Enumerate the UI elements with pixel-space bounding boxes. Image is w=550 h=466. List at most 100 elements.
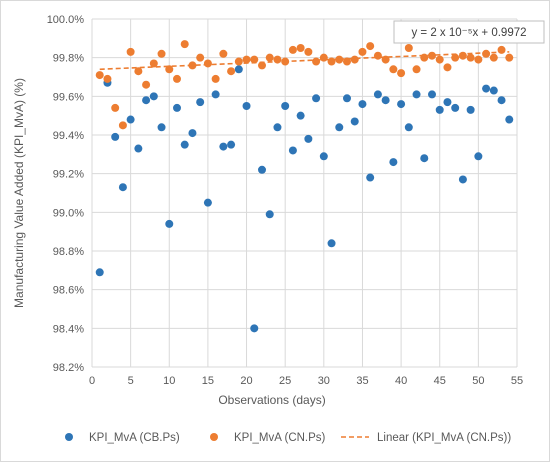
data-point-cn xyxy=(134,67,143,76)
data-point-cn xyxy=(458,51,467,60)
legend-item-cb: KPI_MvA (CB.Ps) xyxy=(65,432,180,444)
y-axis-ticks: 98.2% 98.4% 98.6% 98.8% 99.0% 99.2% 99.4% 99.6%… xyxy=(47,14,85,374)
legend-label-cb: KPI_MvA (CB.Ps) xyxy=(89,432,180,444)
data-point-cn xyxy=(95,71,104,80)
data-point-cb xyxy=(366,173,375,182)
data-point-cn xyxy=(397,69,406,78)
gridlines xyxy=(91,18,518,368)
data-point-cb xyxy=(381,96,390,105)
x-tick-label: 50 xyxy=(472,375,484,387)
data-point-cn xyxy=(312,57,321,66)
data-point-cn xyxy=(474,55,483,64)
data-point-cb xyxy=(157,123,166,132)
data-point-cb xyxy=(296,111,305,120)
data-point-cn xyxy=(118,121,127,130)
data-point-cn xyxy=(482,49,491,58)
data-point-cb xyxy=(458,175,467,184)
data-point-cb xyxy=(373,90,382,99)
data-point-cn xyxy=(319,53,328,62)
data-point-cn xyxy=(327,57,336,66)
legend-label-linear: Linear (KPI_MvA (CN.Ps)) xyxy=(377,432,511,444)
data-point-cn xyxy=(250,55,259,64)
data-point-cn xyxy=(273,55,282,64)
data-point-cn xyxy=(173,74,181,83)
data-point-cn xyxy=(281,57,290,66)
data-point-cb xyxy=(420,154,429,163)
y-tick-label: 99.4% xyxy=(53,130,84,142)
y-tick-label: 99.2% xyxy=(53,169,84,181)
x-tick-label: 45 xyxy=(434,375,446,387)
data-point-cn xyxy=(219,49,228,58)
data-point-cb xyxy=(250,324,259,333)
data-point-cb xyxy=(265,210,274,219)
data-point-cn xyxy=(343,57,351,66)
x-tick-label: 30 xyxy=(318,375,330,387)
data-point-cb xyxy=(188,129,197,138)
y-tick-label: 100.0% xyxy=(47,14,85,26)
x-tick-label: 25 xyxy=(279,375,291,387)
x-axis-title: Observations (days) xyxy=(218,393,325,407)
data-point-cb xyxy=(443,98,452,107)
y-tick-label: 98.6% xyxy=(53,285,84,297)
data-point-cn xyxy=(435,55,444,64)
data-point-cn xyxy=(111,103,120,112)
legend-item-linear: Linear (KPI_MvA (CN.Ps)) xyxy=(341,432,511,444)
data-point-cn xyxy=(203,59,212,68)
data-point-cb xyxy=(397,100,406,109)
data-point-cb xyxy=(242,102,251,110)
legend-marker-cn xyxy=(210,433,218,441)
data-point-cb xyxy=(474,152,483,161)
x-axis-ticks: 0 5 10 15 20 25 30 35 40 45 50 55 xyxy=(89,375,523,387)
data-point-cb xyxy=(435,105,444,114)
data-point-cn xyxy=(358,47,367,56)
data-point-cb xyxy=(404,123,413,132)
data-point-cb xyxy=(505,115,514,124)
x-tick-label: 10 xyxy=(163,375,175,387)
data-point-cn xyxy=(157,49,166,58)
data-point-cn xyxy=(227,67,236,76)
x-tick-label: 20 xyxy=(240,375,252,387)
x-tick-label: 55 xyxy=(511,375,523,387)
data-point-cb xyxy=(111,132,120,141)
data-point-cb xyxy=(489,86,498,95)
data-point-cb xyxy=(165,219,174,228)
data-point-cb xyxy=(327,239,336,248)
data-point-cn xyxy=(428,51,436,60)
data-point-cn xyxy=(149,59,158,68)
y-tick-label: 98.8% xyxy=(53,246,84,258)
trendline-equation-box: y = 2 x 10⁻⁵x + 0.9972 xyxy=(393,20,545,44)
data-point-cb xyxy=(412,90,421,99)
data-point-cn xyxy=(296,44,305,52)
data-point-cb xyxy=(227,140,236,149)
data-point-cb xyxy=(203,198,212,207)
data-point-cn xyxy=(443,63,452,72)
data-point-cn xyxy=(126,47,135,56)
data-point-cb xyxy=(281,102,290,110)
data-point-cb xyxy=(95,268,104,277)
x-tick-label: 40 xyxy=(395,375,407,387)
data-point-cn xyxy=(497,45,506,54)
data-point-cn xyxy=(381,55,390,64)
data-point-cb xyxy=(358,100,367,109)
data-point-cb xyxy=(211,90,220,99)
data-point-cb xyxy=(497,96,506,105)
data-point-cn xyxy=(373,51,382,60)
data-point-cn xyxy=(389,65,398,74)
data-point-cn xyxy=(420,53,429,62)
data-point-cn xyxy=(165,65,174,74)
data-point-cb xyxy=(258,165,266,174)
x-tick-label: 0 xyxy=(89,375,95,387)
data-point-cb xyxy=(234,65,243,74)
data-point-cn xyxy=(211,74,220,83)
data-point-cn xyxy=(335,55,344,64)
data-point-cb xyxy=(451,103,460,112)
y-tick-label: 99.6% xyxy=(53,91,84,103)
data-point-cb xyxy=(142,96,151,105)
data-point-cb xyxy=(118,183,127,192)
data-point-cb xyxy=(126,115,135,124)
data-point-cn xyxy=(103,74,112,83)
data-point-cn xyxy=(265,53,274,62)
y-tick-label: 99.0% xyxy=(53,207,84,219)
data-point-cn xyxy=(288,45,297,54)
